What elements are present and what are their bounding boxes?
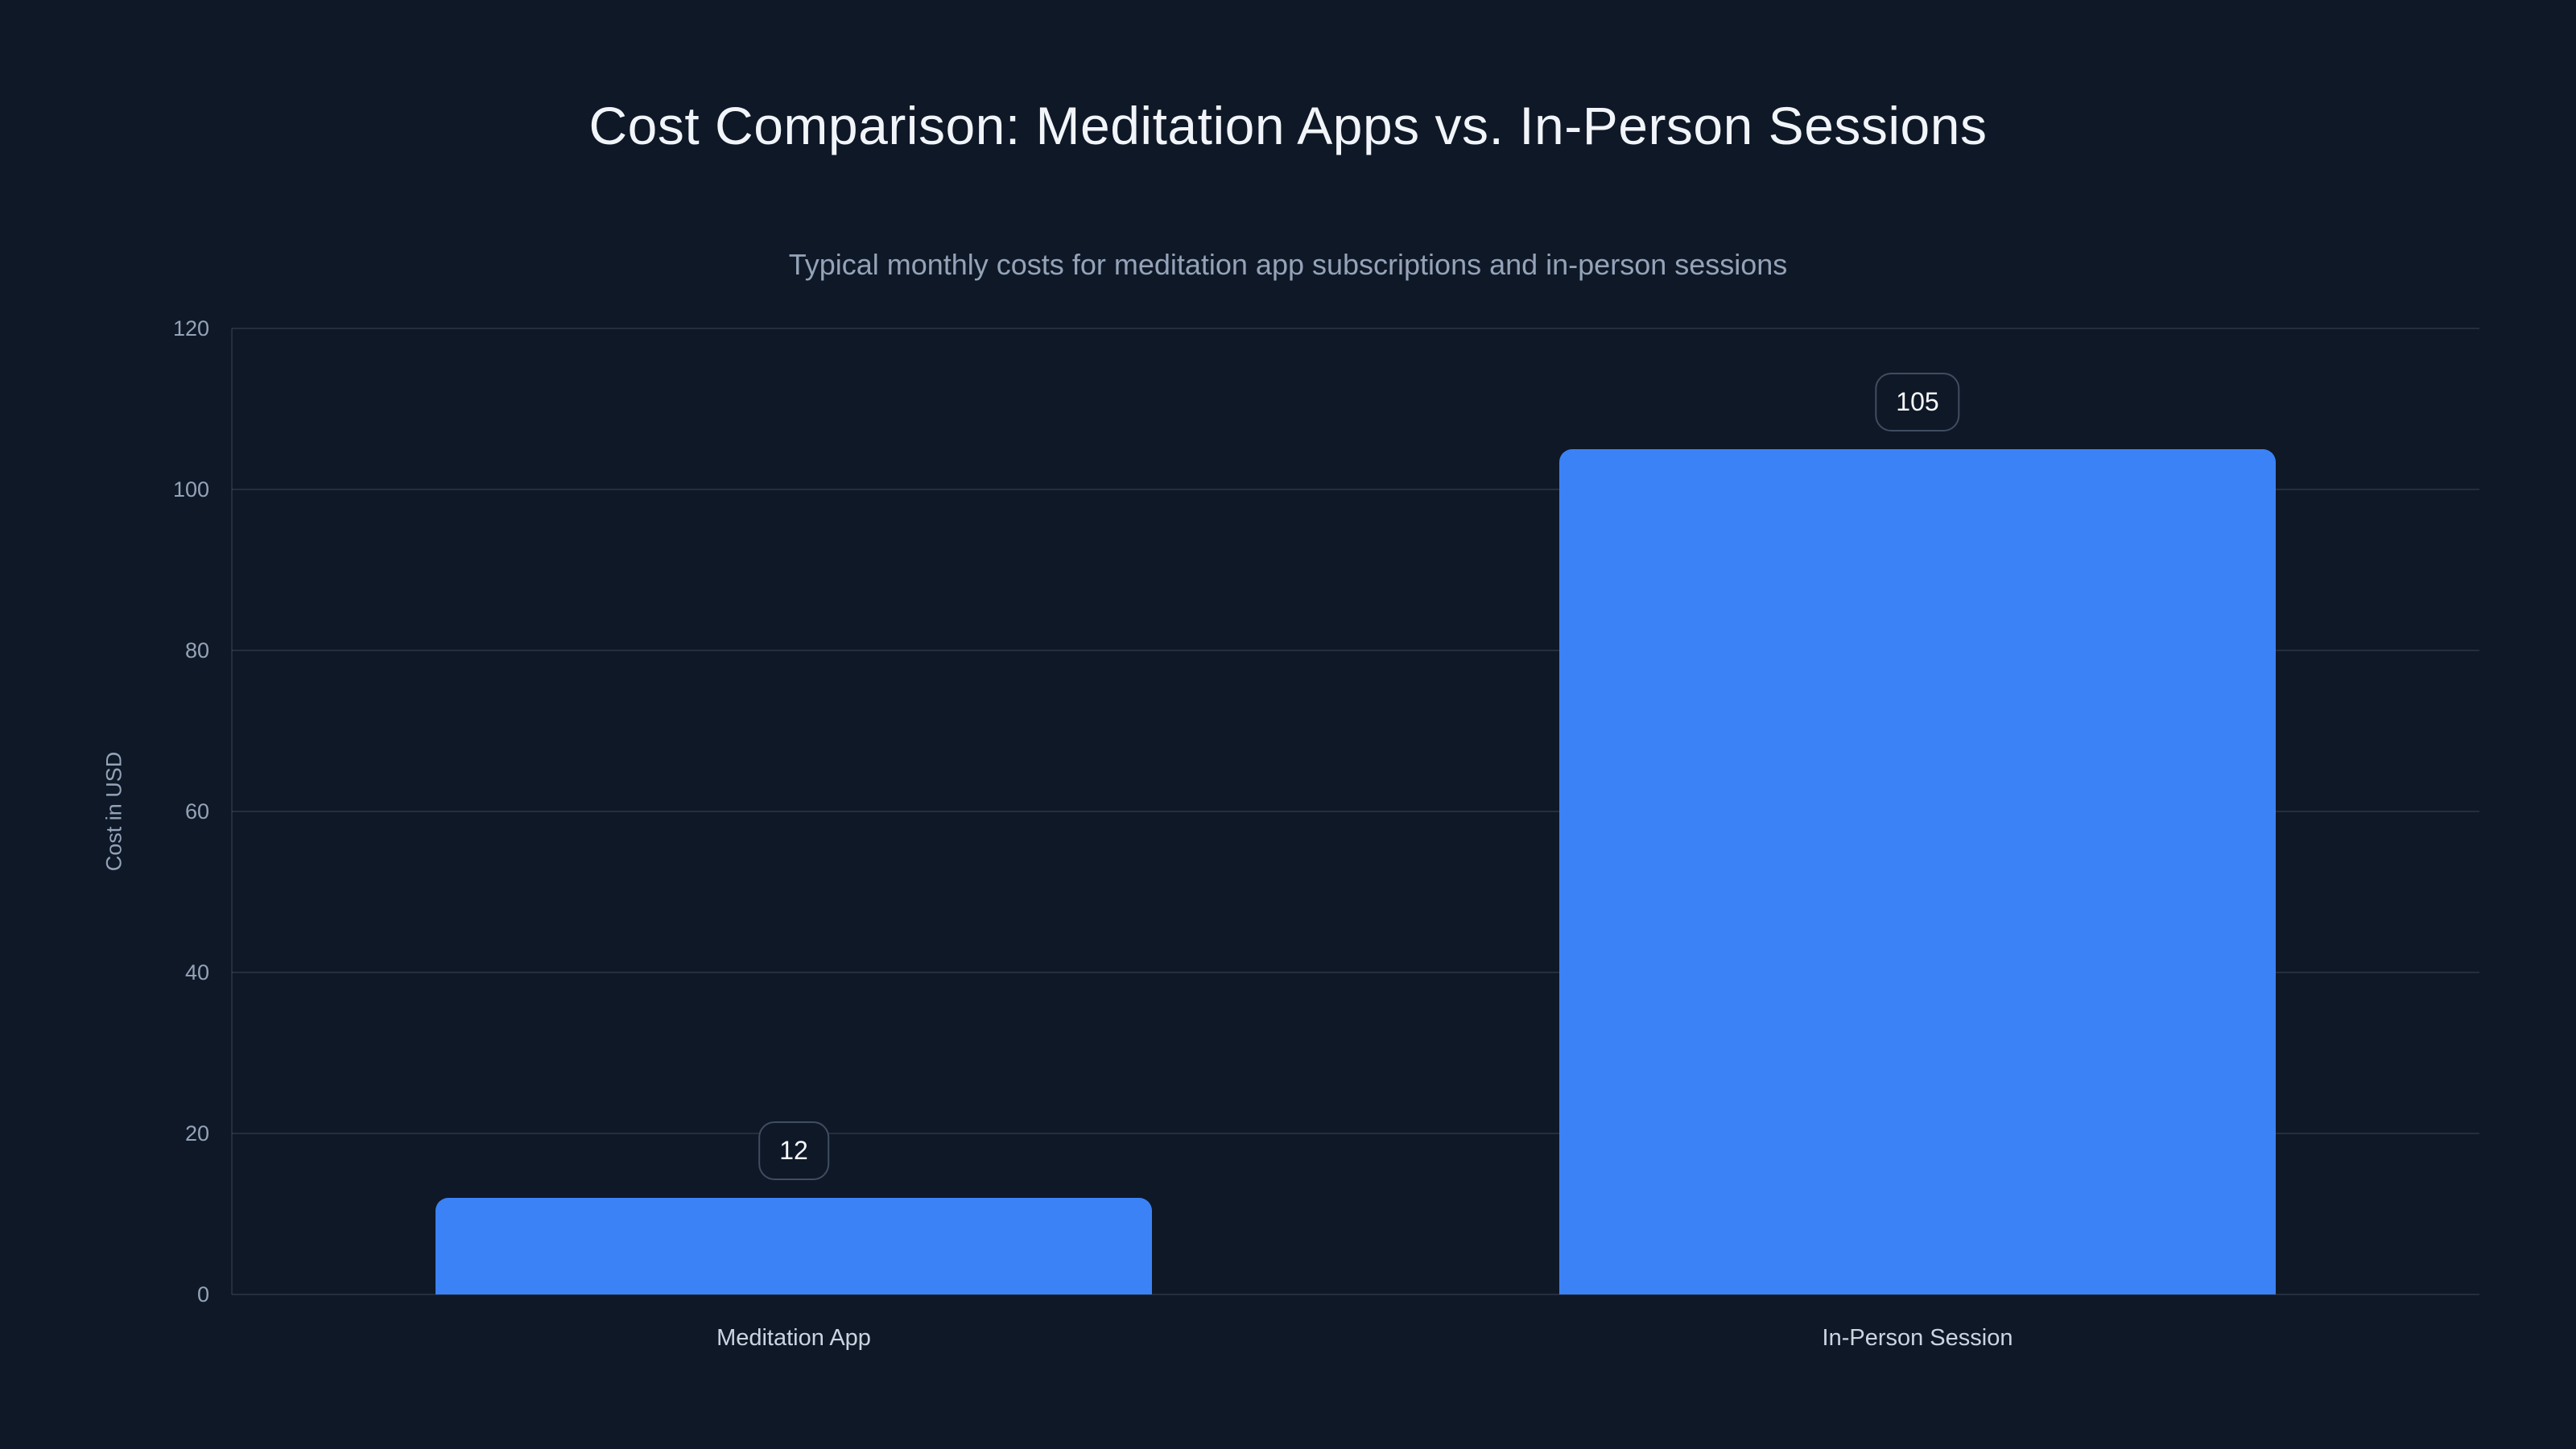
gridline-20	[232, 1133, 2479, 1135]
gridline-0	[232, 1294, 2479, 1295]
y-axis-label: Cost in USD	[101, 751, 126, 872]
y-tick-label-0: 0	[196, 1282, 209, 1307]
value-badge-meditation-app: 12	[758, 1121, 829, 1180]
gridline-120	[232, 328, 2479, 329]
y-tick-label-60: 60	[184, 799, 209, 824]
x-axis-labels: Meditation App In-Person Session	[232, 1320, 2479, 1356]
bar-in-person-session	[1559, 449, 2276, 1294]
x-axis-label-in-person-session: In-Person Session	[1822, 1325, 2013, 1351]
y-axis-ticks: 0 20 40 60 80 100 120	[0, 316, 209, 1307]
gridline-40	[232, 972, 2479, 974]
y-tick-label-100: 100	[172, 477, 209, 502]
chart-subtitle: Typical monthly costs for meditation app…	[788, 248, 1788, 281]
plot-area: 12 105	[231, 328, 2479, 1295]
y-tick-label-20: 20	[184, 1121, 209, 1146]
y-tick-label-120: 120	[172, 316, 209, 341]
bar-meditation-app	[436, 1198, 1152, 1294]
x-axis-label-meditation-app: Meditation App	[716, 1325, 871, 1351]
chart-title: Cost Comparison: Meditation Apps vs. In-…	[588, 96, 1988, 155]
gridline-80	[232, 650, 2479, 652]
gridline-100	[232, 489, 2479, 490]
gridline-60	[232, 811, 2479, 812]
y-tick-label-80: 80	[184, 638, 209, 663]
y-axis-line	[231, 328, 233, 1294]
value-badge-in-person-session: 105	[1875, 373, 1960, 431]
y-tick-label-40: 40	[184, 960, 209, 985]
